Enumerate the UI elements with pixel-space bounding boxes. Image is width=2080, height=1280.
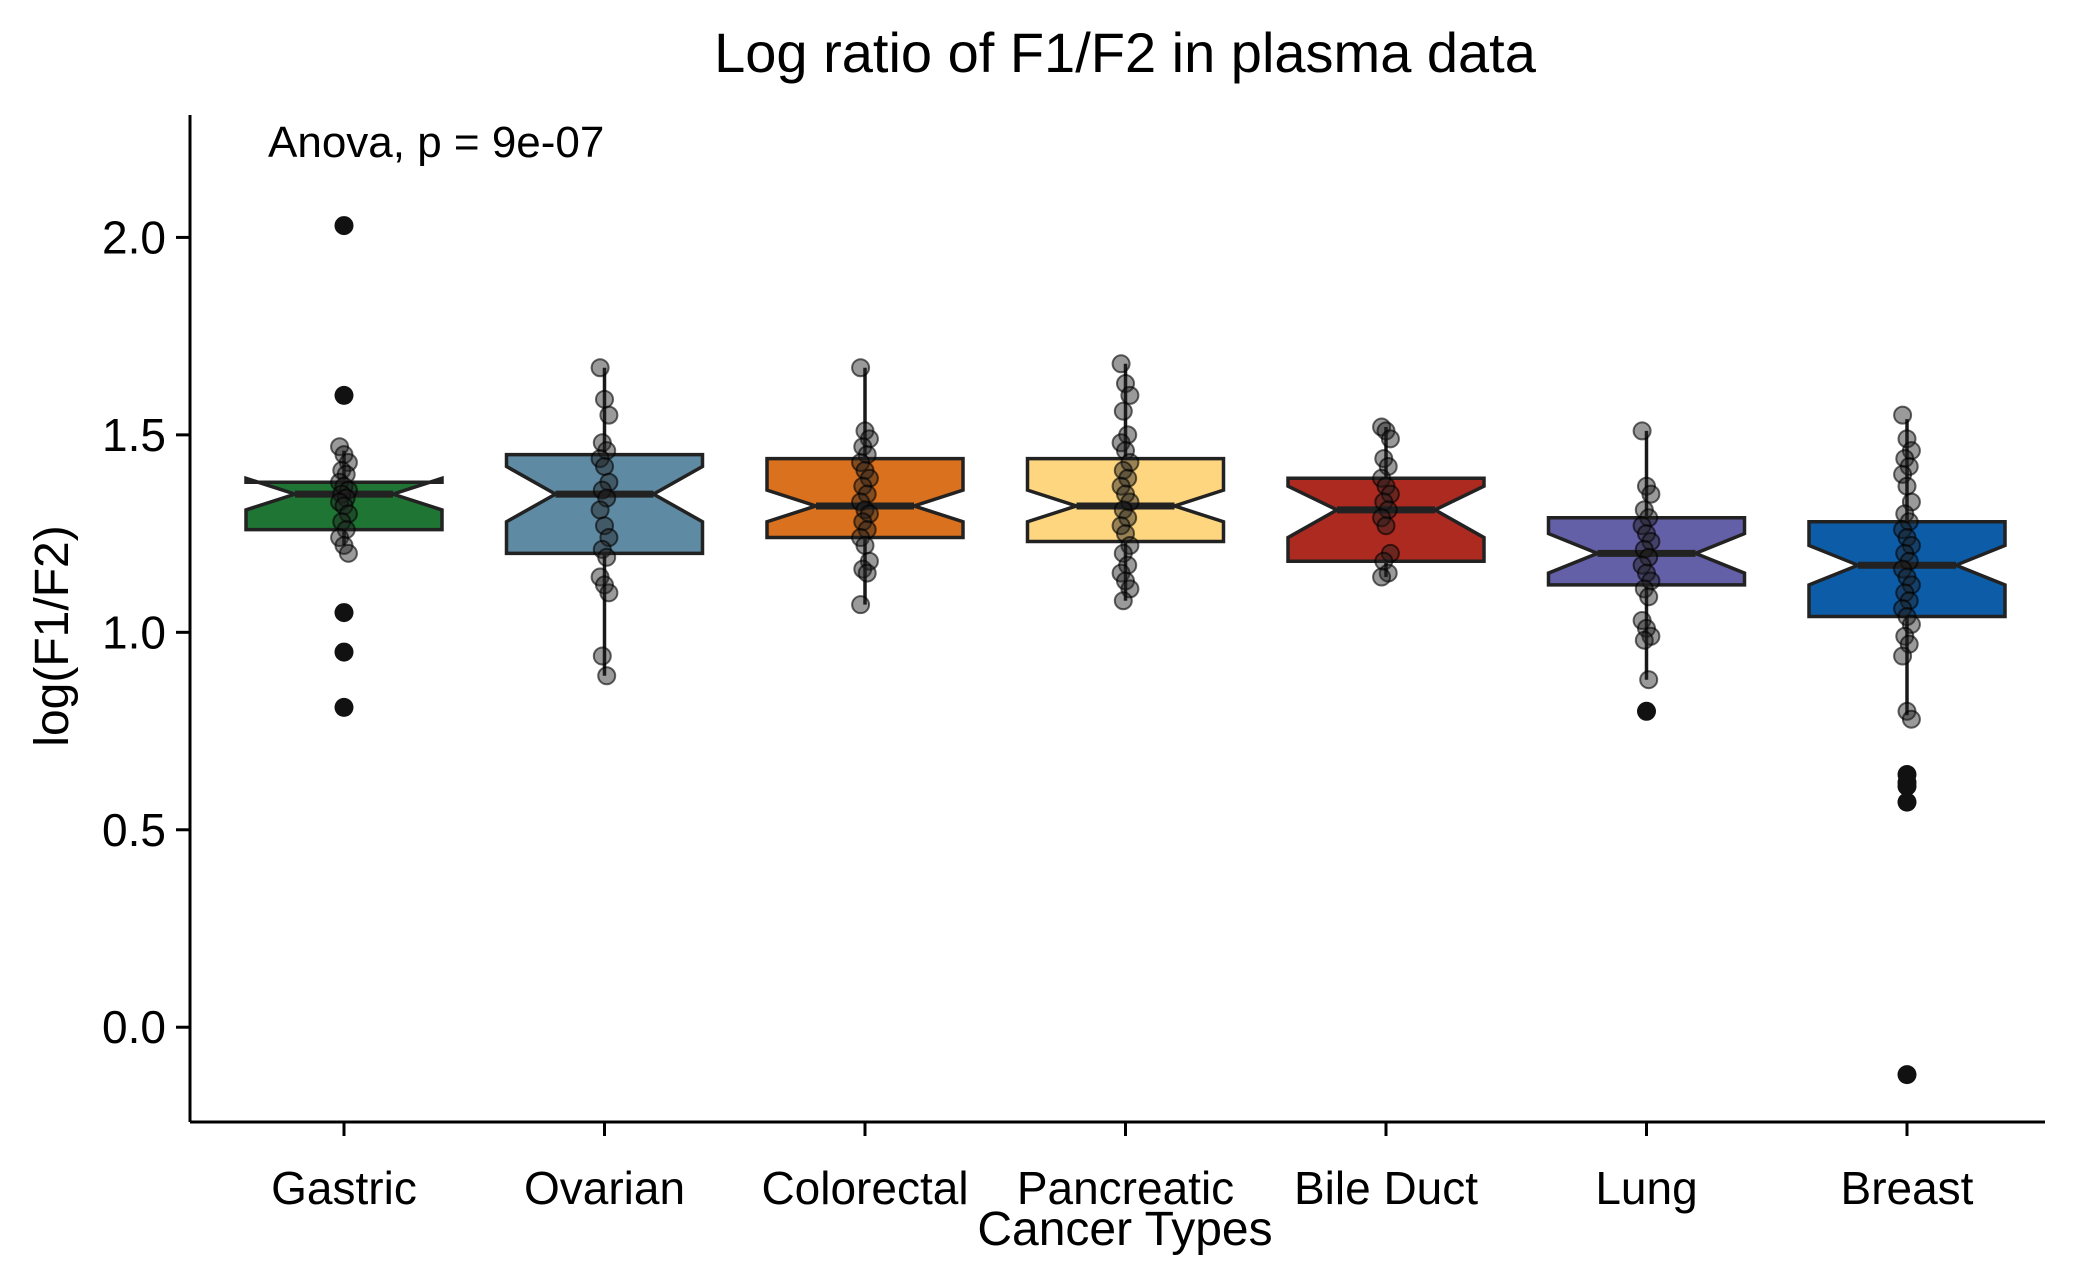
data-point — [597, 547, 617, 567]
box-body — [1025, 456, 1226, 544]
box-body — [504, 452, 705, 556]
data-point — [1376, 516, 1396, 536]
data-point — [1893, 646, 1913, 666]
anova-annotation: Anova, p = 9e-07 — [268, 118, 604, 167]
x-tick-label: Colorectal — [761, 1162, 968, 1214]
outlier-point — [334, 642, 354, 662]
data-point — [590, 500, 610, 520]
data-point — [1380, 429, 1400, 449]
data-point — [1893, 405, 1913, 425]
y-tick-label: 0.5 — [102, 804, 166, 856]
data-point — [1641, 484, 1661, 504]
data-point — [1113, 591, 1133, 611]
box-pancreatic — [1025, 354, 1226, 611]
outlier-point — [334, 697, 354, 717]
outlier-point — [1897, 1065, 1917, 1085]
box-body — [765, 456, 965, 540]
box-colorectal — [765, 358, 965, 615]
x-tick-label: Ovarian — [524, 1162, 685, 1214]
data-point — [592, 646, 612, 666]
y-axis-title: log(F1/F2) — [26, 525, 79, 746]
data-point — [1632, 421, 1652, 441]
outlier-point — [1897, 776, 1917, 796]
data-point — [1113, 401, 1133, 421]
box-bile-duct — [1286, 417, 1486, 587]
plot-area — [244, 216, 2007, 1085]
x-axis-title: Cancer Types — [977, 1203, 1272, 1256]
data-point — [855, 535, 875, 555]
outlier-point — [334, 216, 354, 236]
data-point — [851, 595, 871, 615]
box-breast — [1807, 405, 2007, 1085]
x-tick-label: Bile Duct — [1294, 1162, 1478, 1214]
y-tick-label: 1.0 — [102, 606, 166, 658]
box-lung — [1546, 421, 1747, 721]
data-point — [1372, 567, 1392, 587]
data-point — [857, 563, 877, 583]
data-point — [595, 456, 614, 476]
outlier-point — [334, 385, 354, 405]
x-tick-label: Breast — [1841, 1162, 1974, 1214]
x-tick-label: Lung — [1595, 1162, 1697, 1214]
axes: 0.0 0.5 1.0 1.5 2.0 Gastric Ovarian Colorectal P… — [102, 115, 2045, 1214]
data-point — [597, 666, 617, 686]
chart-title: Log ratio of F1/F2 in plasma data — [714, 21, 1537, 84]
box-gastric — [244, 216, 444, 717]
box-ovarian — [504, 358, 705, 686]
data-point — [599, 405, 619, 425]
data-point — [1897, 476, 1917, 496]
data-point — [599, 583, 619, 603]
outlier-point — [334, 603, 354, 623]
x-tick-label: Gastric — [271, 1162, 417, 1214]
outlier-point — [1897, 792, 1917, 812]
data-point — [1639, 587, 1659, 607]
data-point — [851, 358, 871, 378]
data-point — [1901, 709, 1921, 729]
data-point — [1120, 385, 1140, 405]
y-tick-label: 1.5 — [102, 409, 166, 461]
data-point — [1111, 354, 1131, 374]
y-tick-label: 2.0 — [102, 211, 166, 263]
data-point — [595, 389, 614, 409]
box-body — [1286, 476, 1486, 563]
outlier-point — [1637, 701, 1656, 721]
data-point — [338, 543, 358, 563]
data-point — [590, 358, 610, 378]
x-tick-label: Pancreatic — [1017, 1162, 1234, 1214]
data-point — [1639, 670, 1659, 690]
y-tick-label: 0.0 — [102, 1001, 166, 1053]
data-point — [1634, 630, 1654, 650]
